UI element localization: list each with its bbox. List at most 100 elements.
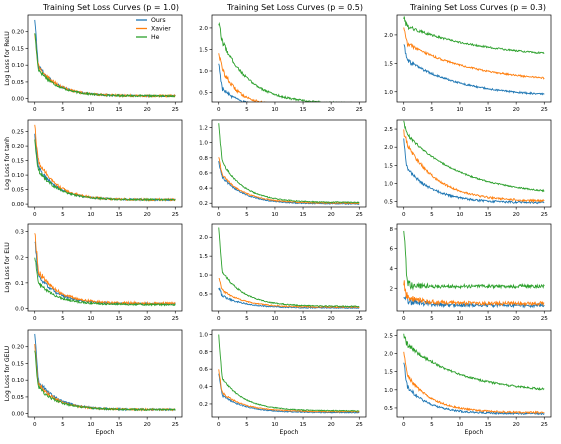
legend-label-he: He [151,34,160,41]
series-line-ours [218,160,360,206]
x-tick-label: 10 [271,422,279,428]
y-tick-label: 1.2 [199,126,208,132]
plot-frame [396,14,552,103]
y-tick-label: 0.05 [12,188,25,194]
x-tick-label: 0 [217,316,221,322]
x-tick-label: 15 [299,107,307,113]
series-line-he [218,334,360,412]
series-line-ours [403,44,545,96]
x-tick-label: 5 [430,316,434,322]
y-tick-label: 0.20 [12,30,25,36]
x-axis-label: Epoch [280,429,299,436]
y-tick-label: 2.5 [384,127,393,133]
x-tick-label: 5 [61,107,65,113]
x-tick-label: 10 [271,107,279,113]
x-tick-label: 5 [245,316,249,322]
y-tick-label: 0.10 [12,173,25,179]
plot-frame [396,329,552,418]
x-tick-label: 25 [172,422,180,428]
x-tick-label: 25 [356,422,364,428]
y-tick-label: 1.0 [384,388,393,394]
y-tick-label: 2 [389,286,393,292]
column-titles: Training Set Loss Curves (p = 1.0) Train… [42,3,546,12]
y-tick-label: 0.10 [12,63,25,69]
series-line-xavier [218,277,360,309]
x-tick-label: 10 [456,422,464,428]
panel-r0-c2: 0 5 10 15 20 25 1.0 1.5 2.0 [384,14,552,113]
x-tick-label: 20 [513,422,521,428]
plot-frame [27,119,183,208]
x-tick-label: 5 [61,212,65,218]
y-tick-label: 0.05 [12,80,25,86]
y-tick-label: 0.6 [199,171,208,177]
series-line-xavier [403,351,545,415]
panel-r3-c1: 0 5 10 15 20 25 0.2 0.4 0.6 0.8 1.0 Epoch [199,329,367,436]
y-tick-label: 1.5 [384,61,393,67]
column-title-p1: Training Set Loss Curves (p = 1.0) [42,3,179,12]
x-tick-label: 5 [61,422,65,428]
plot-frame [396,119,552,208]
x-tick-label: 20 [513,107,521,113]
y-tick-label: 2.0 [384,33,393,39]
x-tick-label: 25 [541,316,549,322]
series-line-he [218,227,360,308]
x-tick-label: 15 [115,422,123,428]
plot-frame [396,223,552,312]
x-tick-label: 20 [328,422,336,428]
series-line-ours [218,373,360,414]
series-line-he [34,139,176,202]
x-tick-label: 10 [87,422,95,428]
x-tick-label: 0 [217,422,221,428]
x-tick-label: 0 [33,107,37,113]
x-tick-label: 10 [456,316,464,322]
y-tick-label: 0.20 [12,144,25,150]
x-tick-label: 5 [430,107,434,113]
y-tick-label: 2.0 [384,352,393,358]
x-tick-label: 20 [513,212,521,218]
x-tick-label: 5 [245,422,249,428]
series-line-xavier [403,27,545,80]
plot-frame [211,119,367,208]
series-line-he [218,123,360,204]
series-line-xavier [218,157,360,205]
x-tick-label: 20 [144,422,152,428]
x-tick-label: 25 [172,316,180,322]
x-tick-label: 20 [328,107,336,113]
x-tick-label: 0 [33,212,37,218]
x-tick-label: 25 [172,212,180,218]
y-tick-label: 0.1 [15,281,24,287]
y-tick-label: 1.5 [384,163,393,169]
x-tick-label: 10 [456,212,464,218]
series-line-he [218,21,355,102]
x-tick-label: 15 [484,212,492,218]
x-tick-label: 20 [328,316,336,322]
y-tick-label: 0.15 [12,159,25,165]
panel-r0-c1: 0 5 10 15 20 25 0.5 1.0 1.5 2.0 [199,14,367,113]
x-tick-label: 0 [217,212,221,218]
series-line-ours [34,241,176,306]
x-tick-label: 25 [541,107,549,113]
panel-r1-c1: 0 5 10 15 20 25 0.2 0.4 0.6 0.8 1.0 1.2 [199,119,367,218]
y-tick-label: 0.00 [12,202,25,208]
x-tick-label: 25 [356,107,364,113]
y-tick-label: 1.0 [199,69,208,75]
y-tick-label: 0.8 [199,350,208,356]
y-tick-label: 1.5 [384,370,393,376]
x-tick-label: 10 [87,316,95,322]
series-line-ours [403,362,545,416]
x-tick-label: 5 [245,212,249,218]
x-tick-label: 15 [299,422,307,428]
y-tick-label: 1.0 [199,141,208,147]
x-tick-label: 25 [356,212,364,218]
x-tick-label: 5 [61,316,65,322]
series-line-he [403,230,545,291]
series-line-he [403,333,545,391]
column-title-p05: Training Set Loss Curves (p = 0.5) [226,3,363,12]
x-tick-label: 10 [271,212,279,218]
y-tick-label: 2.0 [384,145,393,151]
panel-r2-c1: 0 5 10 15 20 25 0.5 1.0 1.5 2.0 [199,223,367,322]
y-tick-label: 0.3 [15,230,24,236]
y-tick-label: 0.00 [12,412,25,418]
